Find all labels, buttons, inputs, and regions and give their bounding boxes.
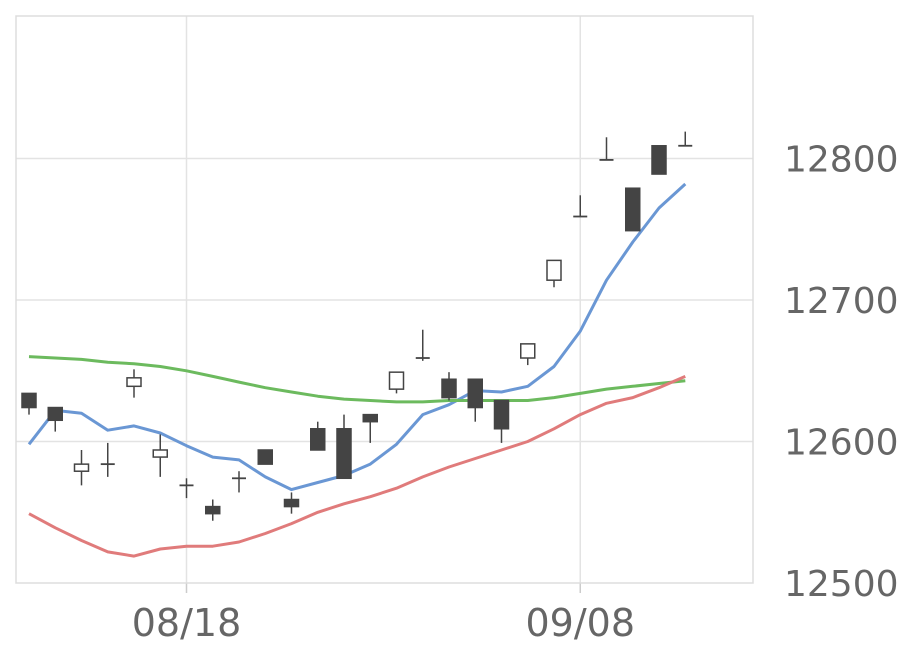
candle	[678, 131, 693, 147]
moving-average-line-2	[28, 355, 686, 404]
candle	[126, 369, 142, 398]
candle	[573, 195, 588, 218]
candle	[152, 434, 168, 477]
candle-body	[467, 378, 483, 409]
moving-average-line-1	[27, 182, 687, 492]
x-axis-labels: 08/18 09/08	[132, 601, 635, 645]
candles	[21, 131, 693, 521]
candle	[625, 187, 641, 232]
candle	[283, 492, 300, 514]
chart-grid	[16, 16, 753, 593]
candle-body	[310, 428, 326, 451]
candle	[232, 471, 246, 493]
candle	[179, 478, 194, 499]
candle-body	[388, 371, 405, 390]
moving-average-lines	[27, 182, 687, 558]
candle	[310, 421, 326, 451]
y-axis-labels: 12500 12600 12700 12800	[784, 140, 899, 606]
candle	[73, 449, 90, 486]
candle	[441, 372, 457, 401]
candle	[415, 329, 430, 361]
candle-body	[520, 343, 536, 359]
candle-body	[493, 399, 510, 430]
candle	[520, 343, 536, 366]
candle-body	[257, 449, 273, 465]
y-tick-label: 12600	[784, 423, 899, 464]
candle	[205, 499, 221, 521]
candle	[651, 145, 667, 175]
candle-body	[205, 505, 221, 515]
y-tick-label: 12800	[784, 140, 899, 181]
x-tick-label: 08/18	[132, 601, 242, 645]
y-tick-label: 12500	[784, 564, 899, 605]
candle	[388, 371, 405, 394]
candle-body	[21, 392, 37, 409]
candle-body	[651, 145, 667, 175]
candle	[467, 378, 483, 422]
candle-body	[546, 259, 562, 281]
candle	[47, 406, 63, 432]
moving-average-line-3	[28, 375, 686, 558]
candle	[257, 449, 273, 465]
y-tick-label: 12700	[784, 281, 899, 322]
candle-body	[126, 377, 142, 388]
candle	[21, 392, 37, 415]
candle-body	[362, 413, 378, 423]
x-tick-label: 09/08	[525, 601, 635, 645]
candle-body	[152, 449, 168, 458]
plot-area-border	[15, 15, 754, 584]
candle	[546, 259, 562, 288]
candle-body	[73, 463, 90, 472]
candle	[362, 413, 378, 443]
candle	[493, 399, 510, 443]
candle	[336, 414, 352, 480]
candle-body	[336, 428, 352, 480]
candle-body	[47, 406, 63, 422]
candle-body	[625, 187, 641, 232]
candle-body	[283, 498, 300, 508]
candle	[100, 442, 115, 477]
candle-body	[441, 378, 457, 399]
candle	[599, 137, 614, 161]
